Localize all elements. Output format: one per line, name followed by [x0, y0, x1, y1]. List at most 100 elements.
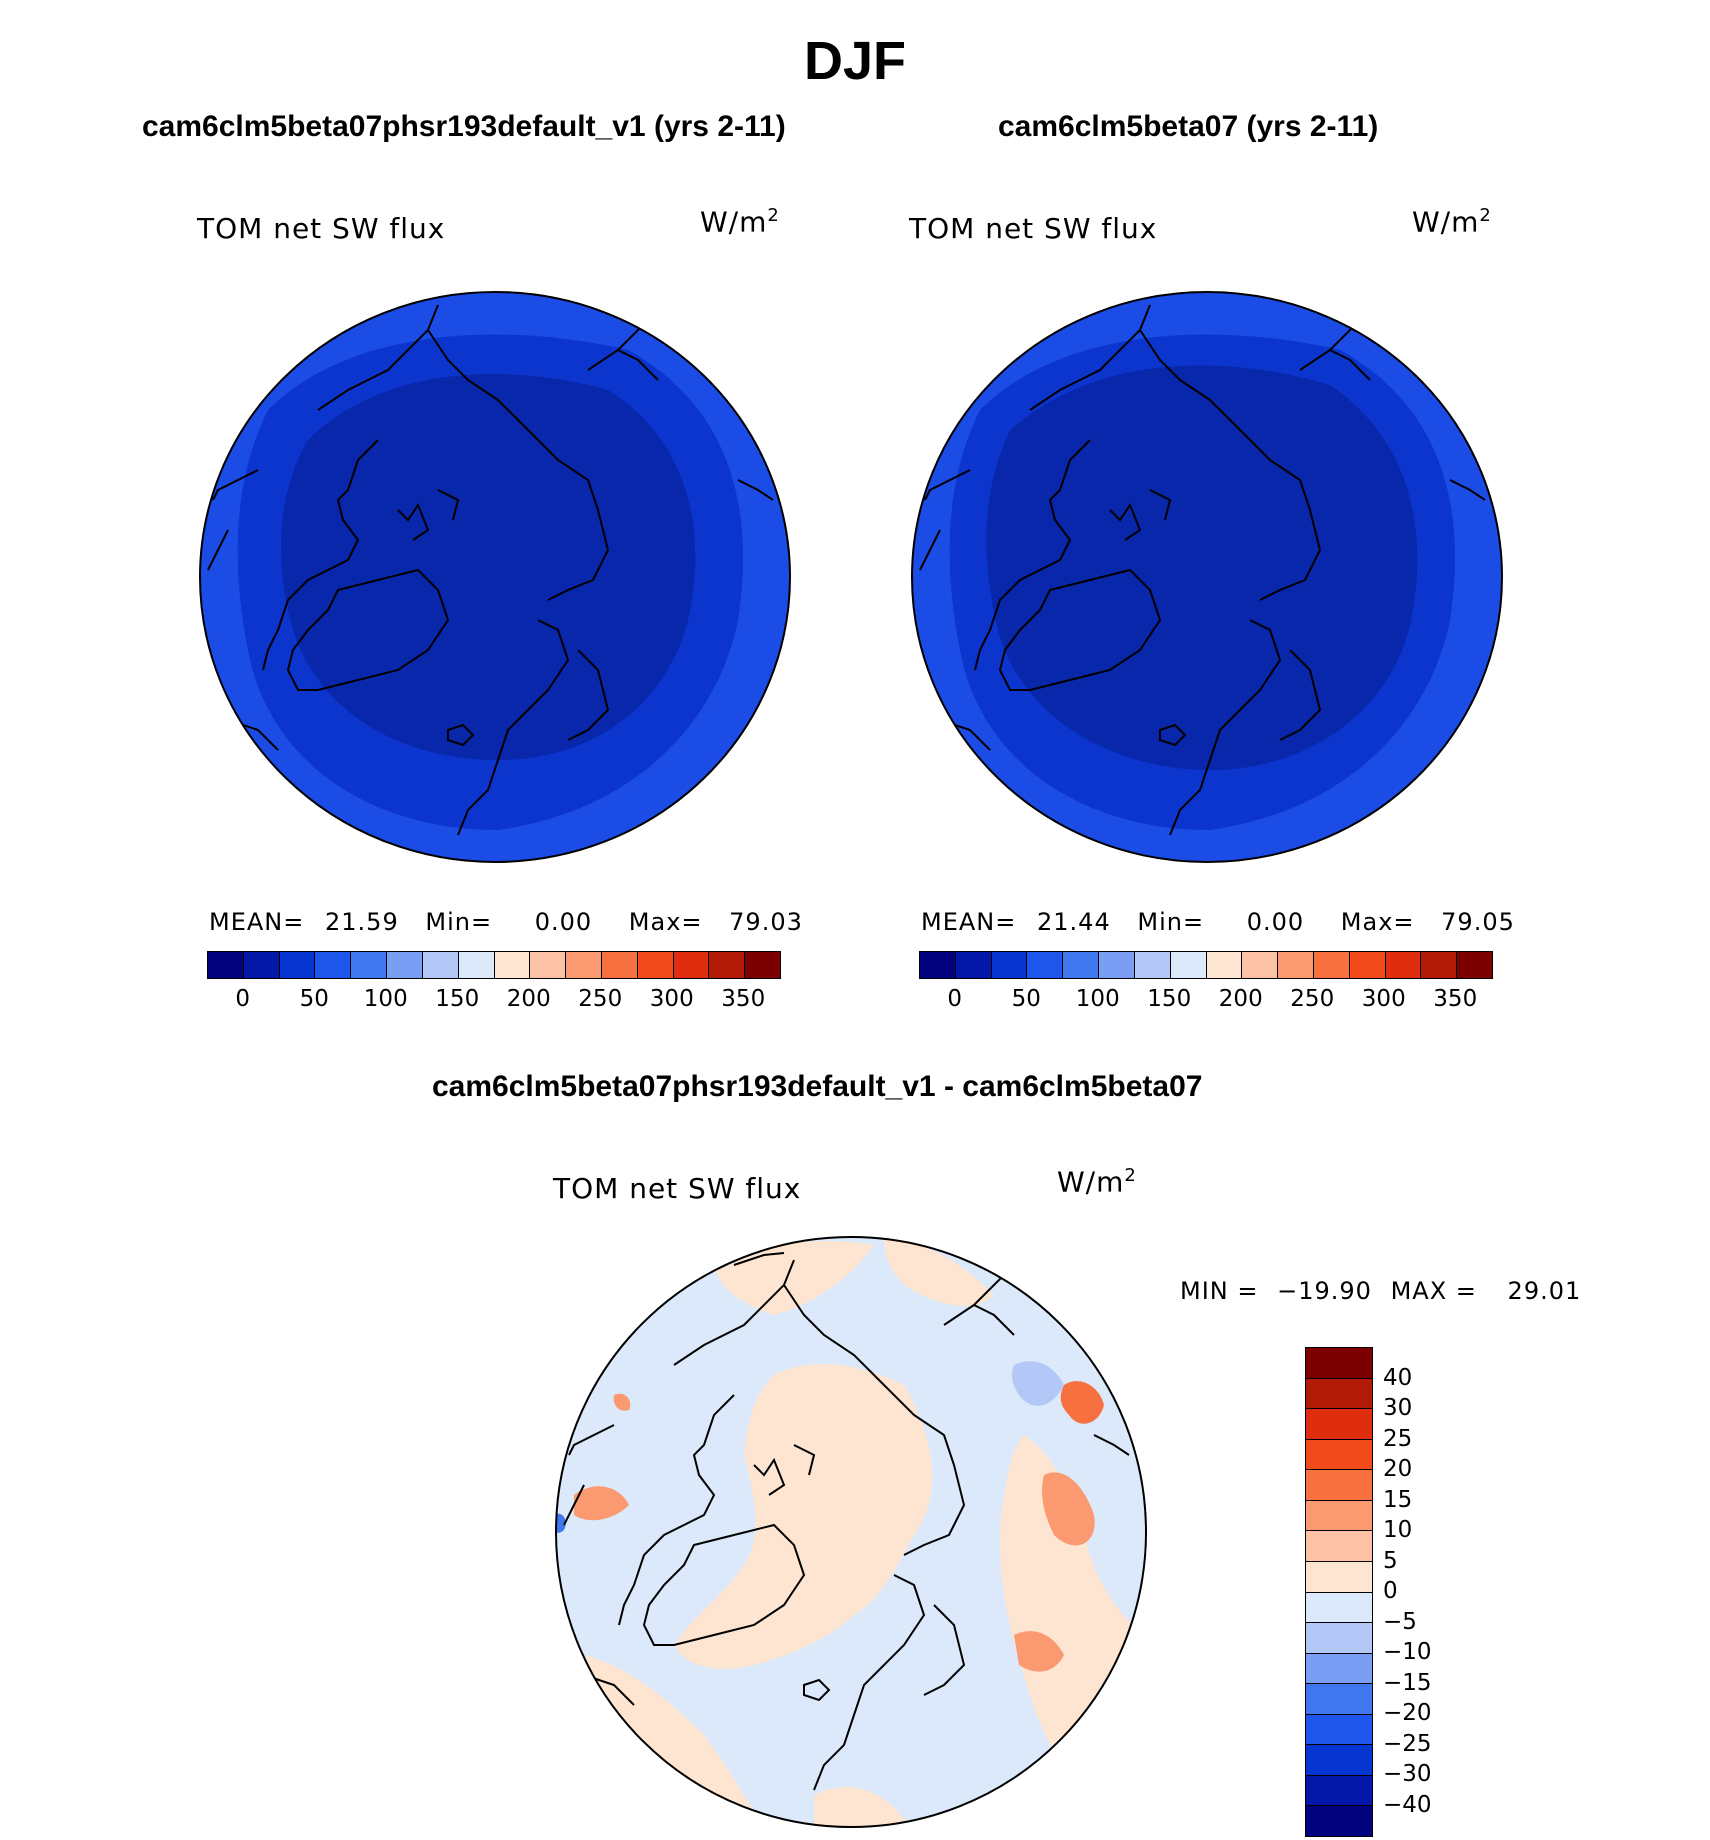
panel1-polar-map	[199, 291, 791, 863]
colorbar-swatch	[315, 952, 352, 978]
colorbar-tick-label: 100	[363, 986, 408, 1012]
colorbar-tick-label: 350	[721, 986, 766, 1012]
colorbar-swatch	[1027, 952, 1064, 978]
panel1-units-exp: 2	[767, 205, 780, 226]
panel2-field-inner	[986, 365, 1418, 770]
colorbar-tick-label: 15	[1383, 1486, 1413, 1513]
colorbar-tick-label: 20	[1383, 1456, 1413, 1482]
panel3-coastlines	[563, 1252, 1130, 1791]
colorbar-swatch	[1349, 952, 1386, 978]
colorbar-tick-label: 150	[435, 986, 480, 1012]
colorbar-swatch	[1306, 1806, 1372, 1836]
colorbar-swatch	[1306, 1592, 1372, 1624]
colorbar-swatch	[1306, 1409, 1372, 1440]
panel3-max-value: 29.01	[1507, 1277, 1582, 1305]
colorbar-tick-label: −20	[1383, 1700, 1432, 1726]
colorbar-tick-label: −25	[1383, 1730, 1432, 1757]
colorbar-tick-label: 25	[1383, 1425, 1413, 1452]
colorbar-swatch	[1170, 952, 1207, 978]
colorbar-swatch	[709, 952, 746, 978]
panel3-variable-label: TOM net SW flux	[553, 1172, 802, 1205]
colorbar-swatch	[1063, 952, 1100, 978]
panel1-units: W/m2	[700, 205, 780, 238]
colorbar-swatch	[991, 952, 1028, 978]
panel2-units-exp: 2	[1479, 205, 1492, 226]
colorbar-swatch	[1099, 952, 1135, 978]
colorbar-swatch	[745, 952, 780, 978]
colorbar-tick-label: −15	[1383, 1669, 1432, 1696]
colorbar-tick-label: 40	[1383, 1364, 1413, 1391]
colorbar-swatch	[1134, 952, 1171, 978]
colorbar-swatch	[1385, 952, 1422, 978]
colorbar-swatch	[279, 952, 316, 978]
colorbar-tick-label: −5	[1383, 1608, 1417, 1635]
colorbar-tick-label: 50	[1011, 986, 1041, 1012]
colorbar-tick-label: 250	[1290, 986, 1335, 1012]
panel2-units: W/m2	[1412, 205, 1492, 238]
panel3-field-positive-center	[674, 1364, 933, 1669]
panel1-max-value: 79.03	[729, 908, 803, 936]
panel3-units: W/m2	[1057, 1165, 1137, 1198]
panel3-field-moderate-topleft	[613, 1393, 631, 1411]
panel2-mean-label: MEAN=	[921, 908, 1017, 936]
panel1-min-label: Min=	[425, 908, 493, 936]
panel3-min-value: −19.90	[1277, 1277, 1372, 1305]
panel2-max-label: Max=	[1340, 908, 1415, 936]
colorbar-tick-label: 0	[1383, 1578, 1398, 1604]
colorbar-swatch	[1306, 1531, 1372, 1562]
colorbar-tick-label: −40	[1383, 1791, 1432, 1818]
colorbar-tick-label: 5	[1383, 1547, 1398, 1574]
colorbar-tick-label: 250	[578, 986, 623, 1012]
colorbar-tick-label: 30	[1383, 1395, 1413, 1421]
panel3-min-label: MIN =	[1180, 1277, 1259, 1305]
panel3-field-positive-topleft	[714, 1241, 874, 1315]
colorbar-swatch	[566, 952, 602, 978]
colorbar-swatch	[1306, 1439, 1372, 1471]
panel3-units-base: W/m	[1057, 1165, 1125, 1199]
colorbar-swatch	[1306, 1775, 1372, 1807]
panel1-mean-label: MEAN=	[209, 908, 305, 936]
colorbar-swatch	[955, 952, 992, 978]
panel3-field-positive-topright	[884, 1237, 994, 1306]
colorbar-swatch	[1313, 952, 1350, 978]
panel3-field-negative-light-right	[1011, 1361, 1064, 1406]
colorbar-swatch	[1306, 1623, 1372, 1654]
colorbar-swatch	[1306, 1348, 1372, 1379]
panel3-polar-map	[555, 1236, 1147, 1828]
colorbar-tick-label: 150	[1147, 986, 1192, 1012]
panel2-min-value: 0.00	[1246, 908, 1305, 936]
panel3-field-strong-right	[1060, 1381, 1104, 1424]
colorbar-swatch	[208, 952, 244, 978]
panel1-units-base: W/m	[700, 205, 768, 239]
panel2-map-boundary	[911, 291, 1503, 863]
colorbar-swatch	[1306, 1653, 1372, 1685]
panel1-min-value: 0.00	[534, 908, 593, 936]
panel1-field-inner	[281, 374, 696, 760]
panel1-mean-value: 21.59	[325, 908, 399, 936]
colorbar-swatch	[1306, 1561, 1372, 1593]
colorbar-swatch	[422, 952, 459, 978]
panel3-units-exp: 2	[1124, 1165, 1137, 1186]
panel1-variable-label: TOM net SW flux	[197, 212, 446, 245]
colorbar-swatch	[1278, 952, 1314, 978]
panel3-stats: MIN = −19.90 MAX = 29.01	[1180, 1277, 1581, 1305]
colorbar-swatch	[601, 952, 638, 978]
colorbar-tick-label: 350	[1433, 986, 1478, 1012]
colorbar-tick-label: −30	[1383, 1761, 1432, 1787]
colorbar-swatch	[1206, 952, 1243, 978]
colorbar-tick-label: 200	[506, 986, 551, 1012]
colorbar-swatch	[387, 952, 423, 978]
colorbar-swatch	[1306, 1500, 1372, 1532]
colorbar-swatch	[920, 952, 956, 978]
colorbar-tick-label: 0	[947, 986, 963, 1012]
colorbar-swatch	[1306, 1378, 1372, 1410]
colorbar-tick-label: 0	[235, 986, 251, 1012]
panel1-stats: MEAN= 21.59 Min= 0.00 Max= 79.03	[209, 908, 803, 936]
colorbar-swatch	[1457, 952, 1492, 978]
panel1-max-label: Max=	[628, 908, 703, 936]
panel2-mean-value: 21.44	[1037, 908, 1111, 936]
colorbar-swatch	[673, 952, 710, 978]
panel2-min-label: Min=	[1137, 908, 1205, 936]
panel2-polar-map	[911, 291, 1503, 863]
colorbar-swatch	[1306, 1470, 1372, 1501]
